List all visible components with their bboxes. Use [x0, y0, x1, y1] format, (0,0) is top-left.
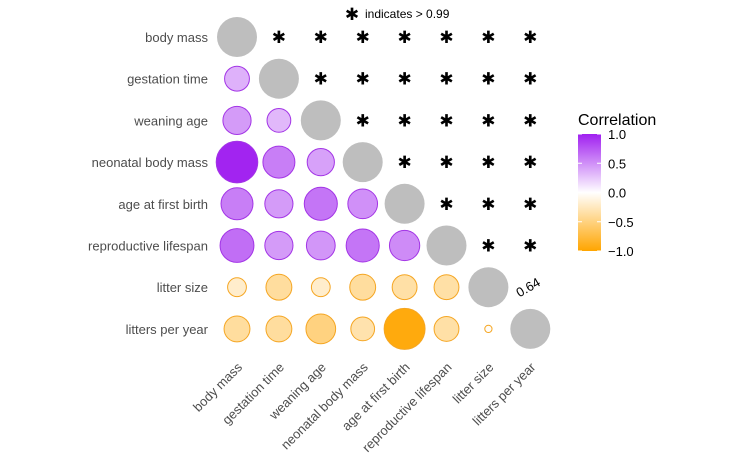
- significance-asterisk-icon: ✱: [481, 28, 495, 47]
- corr-circle-litter-size-neonatal-body-mass: [349, 273, 377, 301]
- corr-circle-age-at-first-birth-neonatal-body-mass: [347, 188, 379, 220]
- significance-asterisk-icon: ✱: [356, 70, 370, 89]
- row-labels: body mass gestation time weaning age neonat…: [88, 30, 209, 337]
- significance-asterisk-icon: ✱: [481, 195, 495, 214]
- significance-asterisk-icon: ✱: [439, 195, 453, 214]
- diagonal-circle-age-at-first-birth: [384, 183, 425, 224]
- corr-circle-litters-per-year-weaning-age: [305, 313, 337, 345]
- legend-tick-label: −0.5: [608, 215, 634, 230]
- significance-asterisk-icon: ✱: [439, 153, 453, 172]
- row-label-weaning-age: weaning age: [133, 113, 208, 128]
- significance-asterisk-icon: ✱: [272, 28, 286, 47]
- corr-circle-weaning-age-gestation-time: [266, 108, 292, 133]
- corr-circle-reproductive-lifespan-age-at-first-birth: [388, 229, 421, 262]
- significance-asterisk-icon: ✱: [523, 70, 537, 89]
- corr-circle-litter-size-reproductive-lifespan: [433, 274, 460, 301]
- diagonal-circle-neonatal-body-mass: [342, 142, 383, 183]
- significance-asterisk-icon: ✱: [481, 111, 495, 130]
- corr-circle-age-at-first-birth-gestation-time: [264, 189, 294, 219]
- legend-title: Correlation: [578, 112, 656, 129]
- row-label-age-at-first-birth: age at first birth: [118, 197, 208, 212]
- corr-value-label: 0.64: [513, 274, 542, 300]
- corr-circle-reproductive-lifespan-weaning-age: [305, 230, 336, 261]
- significance-asterisk-icon: ✱: [439, 28, 453, 47]
- legend: Correlation 1.0 0.5 0.0 −0.5 −1.0: [578, 112, 656, 259]
- matrix-cells: ✱ ✱ ✱ ✱ ✱ ✱ ✱ ✱ ✱ ✱ ✱ ✱ ✱ ✱ ✱ ✱ ✱ ✱ ✱ ✱ ✱ ✱ ✱ ✱ ✱ ✱ ✱ 0.64: [215, 17, 551, 350]
- corr-circle-age-at-first-birth-body-mass: [220, 187, 254, 221]
- corr-circle-weaning-age-body-mass: [222, 105, 252, 135]
- corr-circle-age-at-first-birth-weaning-age: [303, 186, 338, 221]
- corr-circle-litter-size-weaning-age: [310, 277, 331, 298]
- significance-asterisk-icon: ✱: [314, 70, 328, 89]
- significance-asterisk-icon: ✱: [397, 28, 411, 47]
- significance-asterisk-icon: ✱: [481, 237, 495, 256]
- row-label-body-mass: body mass: [145, 30, 208, 45]
- note-asterisk-icon: ✱: [345, 5, 359, 24]
- corr-circle-litters-per-year-neonatal-body-mass: [350, 316, 376, 342]
- corr-circle-litters-per-year-gestation-time: [265, 315, 293, 343]
- significance-asterisk-icon: ✱: [356, 28, 370, 47]
- row-label-litter-size: litter size: [157, 280, 208, 295]
- significance-asterisk-icon: ✱: [523, 111, 537, 130]
- significance-asterisk-icon: ✱: [523, 28, 537, 47]
- corr-circle-neonatal-body-mass-gestation-time: [262, 145, 296, 179]
- corr-circle-litter-size-body-mass: [227, 277, 247, 298]
- diagonal-circle-litters-per-year: [510, 308, 551, 349]
- row-label-gestation-time: gestation time: [127, 72, 208, 87]
- significance-note: ✱ indicates > 0.99: [345, 5, 450, 24]
- corr-circle-litters-per-year-litter-size: [484, 324, 493, 334]
- row-label-litters-per-year: litters per year: [126, 322, 209, 337]
- significance-asterisk-icon: ✱: [481, 153, 495, 172]
- significance-asterisk-icon: ✱: [523, 237, 537, 256]
- diagonal-circle-reproductive-lifespan: [426, 225, 467, 266]
- significance-asterisk-icon: ✱: [397, 153, 411, 172]
- legend-ticks: 1.0 0.5 0.0 −0.5 −1.0: [578, 127, 634, 259]
- legend-tick-label: −1.0: [608, 244, 634, 259]
- corr-circle-litters-per-year-age-at-first-birth: [383, 307, 426, 350]
- row-label-neonatal-body-mass: neonatal body mass: [92, 155, 209, 170]
- diagonal-circle-weaning-age: [300, 100, 341, 141]
- note-text: indicates > 0.99: [365, 7, 450, 21]
- significance-asterisk-icon: ✱: [523, 153, 537, 172]
- significance-asterisk-icon: ✱: [439, 111, 453, 130]
- significance-asterisk-icon: ✱: [397, 111, 411, 130]
- significance-asterisk-icon: ✱: [439, 70, 453, 89]
- corr-circle-reproductive-lifespan-gestation-time: [264, 230, 294, 261]
- significance-asterisk-icon: ✱: [356, 111, 370, 130]
- legend-tick-label: 0.0: [608, 186, 626, 201]
- corr-circle-litters-per-year-body-mass: [223, 315, 251, 343]
- legend-tick-label: 0.5: [608, 156, 626, 171]
- corr-circle-reproductive-lifespan-neonatal-body-mass: [345, 228, 380, 263]
- legend-tick-label: 1.0: [608, 127, 626, 142]
- significance-asterisk-icon: ✱: [481, 70, 495, 89]
- corr-circle-gestation-time-body-mass: [224, 65, 250, 92]
- corr-circle-reproductive-lifespan-body-mass: [219, 228, 255, 263]
- legend-colorbar: [578, 134, 601, 251]
- significance-asterisk-icon: ✱: [523, 195, 537, 214]
- corr-circle-neonatal-body-mass-body-mass: [215, 140, 259, 184]
- corr-circle-litter-size-gestation-time: [265, 273, 293, 301]
- diagonal-circle-litter-size: [468, 267, 509, 308]
- significance-asterisk-icon: ✱: [397, 70, 411, 89]
- diagonal-circle-gestation-time: [258, 58, 299, 99]
- significance-asterisk-icon: ✱: [314, 28, 328, 47]
- corr-circle-litters-per-year-reproductive-lifespan: [433, 315, 460, 342]
- corr-circle-litter-size-age-at-first-birth: [391, 274, 418, 301]
- diagonal-circle-body-mass: [217, 17, 257, 57]
- row-label-reproductive-lifespan: reproductive lifespan: [88, 239, 208, 254]
- corr-circle-neonatal-body-mass-weaning-age: [306, 147, 335, 177]
